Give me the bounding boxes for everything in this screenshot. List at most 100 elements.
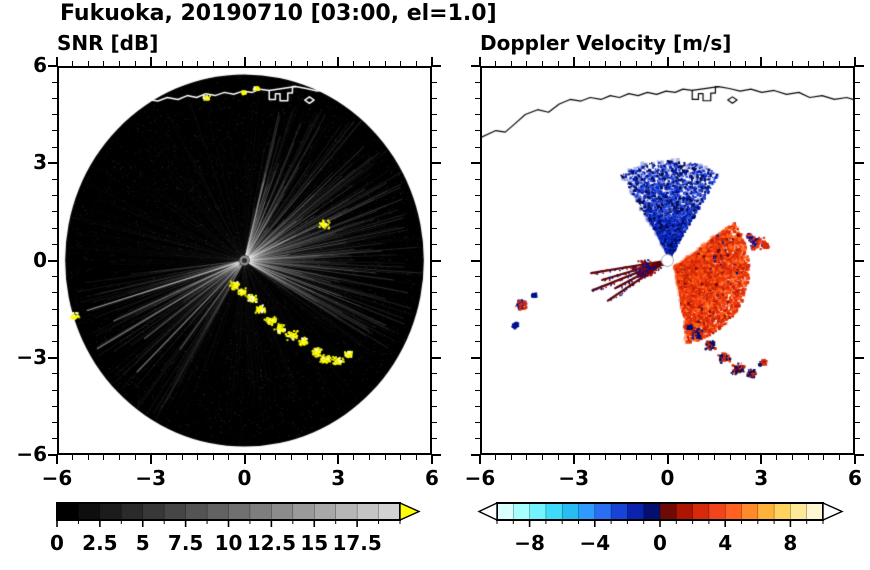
snr-y-minor-tick bbox=[432, 405, 437, 407]
snr-x-minor-tick bbox=[322, 455, 324, 460]
snr-colorbar-tick-label: 0 bbox=[50, 531, 64, 555]
snr-x-minor-tick bbox=[134, 61, 136, 66]
snr-x-tick-label: −6 bbox=[41, 466, 73, 490]
vel-x-major-tick bbox=[854, 455, 856, 464]
snr-x-tick-label: 6 bbox=[425, 466, 439, 490]
snr-y-minor-tick bbox=[52, 373, 57, 375]
snr-x-minor-tick bbox=[306, 455, 308, 460]
vel-x-minor-tick bbox=[745, 61, 747, 66]
vel-y-minor-tick bbox=[475, 227, 480, 229]
vel-y-minor-tick bbox=[855, 373, 860, 375]
snr-y-minor-tick bbox=[52, 438, 57, 440]
vel-x-major-tick bbox=[572, 57, 575, 66]
vel-y-minor-tick bbox=[475, 324, 480, 326]
vel-x-minor-tick bbox=[698, 61, 700, 66]
snr-x-minor-tick bbox=[197, 61, 199, 66]
snr-x-minor-tick bbox=[290, 455, 292, 460]
vel-x-minor-tick bbox=[729, 61, 731, 66]
vel-y-minor-tick bbox=[855, 422, 860, 424]
snr-x-minor-tick bbox=[197, 455, 199, 460]
vel-x-minor-tick bbox=[745, 455, 747, 460]
snr-y-major-tick bbox=[432, 65, 441, 67]
vel-y-minor-tick bbox=[855, 292, 860, 294]
snr-x-minor-tick bbox=[400, 455, 402, 460]
snr-x-tick-label: 0 bbox=[237, 466, 252, 490]
vel-y-minor-tick bbox=[855, 146, 860, 148]
vel-x-major-tick bbox=[479, 57, 481, 66]
snr-y-tick-label: 0 bbox=[33, 247, 47, 272]
snr-y-minor-tick bbox=[432, 422, 437, 424]
vel-x-minor-tick bbox=[792, 61, 793, 66]
snr-x-minor-tick bbox=[384, 455, 386, 460]
snr-y-minor-tick bbox=[52, 341, 57, 343]
vel-y-minor-tick bbox=[475, 276, 480, 278]
snr-y-major-tick bbox=[48, 162, 57, 165]
snr-y-minor-tick bbox=[52, 292, 57, 294]
vel-y-minor-tick bbox=[855, 227, 860, 229]
snr-x-major-tick bbox=[431, 57, 433, 66]
vel-y-minor-tick bbox=[855, 81, 860, 83]
vel-x-minor-tick bbox=[495, 455, 497, 460]
snr-y-minor-tick bbox=[432, 341, 437, 343]
velocity-panel-title: Doppler Velocity [m/s] bbox=[480, 31, 732, 55]
vel-x-tick-label: 3 bbox=[754, 466, 769, 490]
vel-y-major-tick bbox=[471, 259, 480, 262]
snr-y-minor-tick bbox=[52, 211, 57, 213]
vel-y-minor-tick bbox=[475, 81, 480, 83]
vel-y-minor-tick bbox=[855, 211, 860, 213]
vel-y-minor-tick bbox=[855, 97, 860, 99]
velocity-colorbar bbox=[477, 501, 844, 527]
snr-y-minor-tick bbox=[432, 211, 437, 213]
snr-y-major-tick bbox=[48, 454, 57, 456]
vel-y-minor-tick bbox=[475, 243, 480, 245]
snr-y-major-tick bbox=[432, 259, 441, 262]
snr-x-major-tick bbox=[337, 455, 340, 464]
snr-x-minor-tick bbox=[228, 455, 230, 460]
vel-y-minor-tick bbox=[855, 405, 860, 407]
vel-x-minor-tick bbox=[823, 455, 825, 460]
snr-y-minor-tick bbox=[52, 195, 57, 197]
snr-x-major-tick bbox=[243, 455, 246, 464]
vel-y-minor-tick bbox=[475, 438, 480, 440]
snr-x-minor-tick bbox=[72, 455, 74, 460]
snr-x-minor-tick bbox=[384, 61, 386, 66]
vel-y-minor-tick bbox=[855, 114, 860, 116]
snr-y-minor-tick bbox=[432, 243, 437, 245]
snr-x-minor-tick bbox=[275, 61, 277, 66]
vel-x-major-tick bbox=[666, 455, 669, 464]
snr-x-minor-tick bbox=[181, 61, 183, 66]
snr-y-minor-tick bbox=[52, 178, 57, 180]
snr-y-major-tick bbox=[432, 454, 441, 456]
snr-colorbar-tick-label: 10 bbox=[214, 531, 243, 555]
snr-y-minor-tick bbox=[432, 308, 437, 310]
vel-x-major-tick bbox=[572, 455, 575, 464]
snr-x-minor-tick bbox=[165, 455, 167, 460]
velocity-colorbar-tick-label: 4 bbox=[718, 531, 733, 555]
vel-y-minor-tick bbox=[475, 178, 480, 180]
vel-x-minor-tick bbox=[651, 455, 653, 460]
vel-x-tick-label: −6 bbox=[464, 466, 496, 490]
vel-y-major-tick bbox=[855, 162, 864, 165]
snr-y-minor-tick bbox=[52, 97, 57, 99]
snr-x-major-tick bbox=[243, 57, 246, 66]
vel-x-minor-tick bbox=[698, 455, 700, 460]
vel-x-minor-tick bbox=[510, 61, 512, 66]
snr-x-minor-tick bbox=[400, 61, 402, 66]
snr-y-minor-tick bbox=[432, 227, 437, 229]
snr-x-minor-tick bbox=[228, 61, 230, 66]
vel-x-minor-tick bbox=[604, 61, 606, 66]
snr-x-minor-tick bbox=[353, 455, 355, 460]
vel-x-minor-tick bbox=[635, 61, 637, 66]
vel-y-major-tick bbox=[855, 65, 864, 67]
vel-y-minor-tick bbox=[855, 341, 860, 343]
vel-x-minor-tick bbox=[729, 455, 731, 460]
snr-y-tick-label: 3 bbox=[33, 150, 47, 175]
vel-x-major-tick bbox=[760, 455, 763, 464]
snr-x-minor-tick bbox=[181, 455, 183, 460]
vel-x-minor-tick bbox=[713, 61, 715, 66]
vel-x-minor-tick bbox=[823, 61, 825, 66]
vel-y-major-tick bbox=[855, 454, 864, 456]
snr-y-minor-tick bbox=[52, 405, 57, 407]
snr-x-minor-tick bbox=[275, 455, 277, 460]
